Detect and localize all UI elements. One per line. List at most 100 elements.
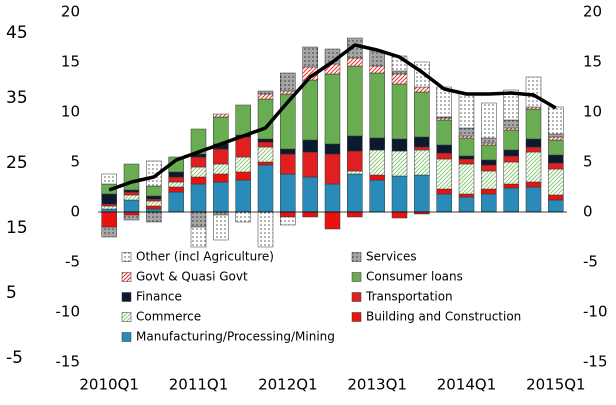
bar-segment <box>481 170 497 190</box>
y2-tick-label: -5 <box>583 253 598 271</box>
legend-label: Manufacturing/Processing/Mining <box>136 330 335 344</box>
legend-swatch <box>121 252 132 262</box>
y-tick-label: 0 <box>70 203 80 221</box>
legend-label: Building and Construction <box>366 310 521 324</box>
bar-segment <box>213 173 229 183</box>
bar-segment <box>436 144 452 154</box>
bar-segment <box>213 181 229 213</box>
bar-segment <box>548 168 564 196</box>
bar-segment <box>123 163 140 191</box>
bar-segment <box>369 65 385 74</box>
legend-swatch <box>121 292 132 302</box>
bar-segment <box>190 183 207 213</box>
bar-segment <box>481 188 497 195</box>
bar-segment <box>302 139 318 153</box>
bar-segment <box>525 108 542 140</box>
bar-segment <box>146 200 162 207</box>
total-line <box>108 43 557 192</box>
y-tick-label: -10 <box>56 303 81 321</box>
y3-tick-label: 35 <box>6 88 28 108</box>
bar-segment <box>280 211 296 218</box>
bar-segment <box>481 144 497 161</box>
bar-segment <box>503 89 519 121</box>
y3-tick-label: 5 <box>6 283 17 303</box>
bar-segment <box>436 117 452 121</box>
y2-tick-label: 5 <box>583 153 593 171</box>
bar-segment <box>481 137 497 144</box>
bar-segment <box>436 193 452 213</box>
bar-segment <box>101 208 117 213</box>
bar-segment <box>458 196 475 213</box>
legend-label: Other (incl Agriculture) <box>136 250 274 264</box>
bar-segment <box>391 83 408 140</box>
bar-segment <box>347 57 363 67</box>
legend-label: Services <box>366 250 417 264</box>
bar-segment <box>347 150 363 172</box>
bar-segment <box>414 91 430 138</box>
bar-segment <box>391 150 408 177</box>
bar-segment <box>324 183 341 213</box>
bar-segment <box>146 205 162 210</box>
bar-segment <box>101 211 117 228</box>
bar-segment <box>503 187 519 213</box>
bar-segment <box>503 119 519 129</box>
bar-segment <box>503 161 519 185</box>
y-tick-label: -5 <box>65 253 80 271</box>
y-tick-label: -15 <box>56 353 81 371</box>
bar-segment <box>257 161 274 166</box>
bar-segment <box>213 113 229 118</box>
legend-swatch <box>351 272 362 282</box>
y2-tick-label: -15 <box>583 353 608 371</box>
y-tick-label: 15 <box>61 53 80 71</box>
legend-label: Govt & Quasi Govt <box>136 270 248 284</box>
bar-segment <box>235 211 251 223</box>
bar-segment <box>302 151 318 178</box>
bar-segment <box>481 164 497 172</box>
legend-label: Finance <box>136 290 182 304</box>
bar-segment <box>458 127 475 137</box>
y2-tick-label: 20 <box>583 3 602 21</box>
x-tick-label: 2013Q1 <box>347 376 407 394</box>
bar-segment <box>324 143 341 155</box>
bar-segment <box>146 211 162 223</box>
legend-label: Consumer loans <box>366 270 463 284</box>
bar-segment <box>235 136 251 158</box>
bar-segment <box>235 156 251 173</box>
bar-segment <box>235 104 251 136</box>
x-tick-label: 2015Q1 <box>526 376 586 394</box>
bar-segment <box>548 154 564 164</box>
bar-segment <box>101 193 117 205</box>
bar-segment <box>391 175 408 213</box>
bar-segment <box>525 106 542 110</box>
bar-segment <box>369 72 385 139</box>
x-tick-label: 2010Q1 <box>79 376 139 394</box>
bar-segment <box>168 186 184 193</box>
bar-segment <box>123 211 140 216</box>
bar-segment <box>146 185 162 197</box>
bar-segment <box>213 163 229 175</box>
bar-segment <box>280 173 296 213</box>
bar-segment <box>101 203 117 207</box>
bar-segment <box>503 149 519 157</box>
legend-swatch <box>351 292 362 302</box>
bar-segment <box>436 152 452 160</box>
bar-segment <box>302 176 318 213</box>
bar-segment <box>503 129 519 151</box>
legend-swatch <box>121 272 132 282</box>
bar-segment <box>436 188 452 195</box>
bar-segment <box>146 208 162 213</box>
bar-segment <box>369 174 385 181</box>
bar-segment <box>168 176 184 183</box>
bar-segment <box>525 186 542 213</box>
bar-segment <box>436 119 452 146</box>
bar-segment <box>190 226 207 248</box>
bar-segment <box>168 171 184 178</box>
y2-tick-label: 15 <box>583 53 602 71</box>
y-tick-label: 10 <box>61 103 80 121</box>
bar-segment <box>391 73 408 85</box>
y3-tick-label: 15 <box>6 218 28 238</box>
bar-segment <box>213 116 229 145</box>
legend-swatch <box>121 312 132 322</box>
bar-segment <box>548 136 564 141</box>
